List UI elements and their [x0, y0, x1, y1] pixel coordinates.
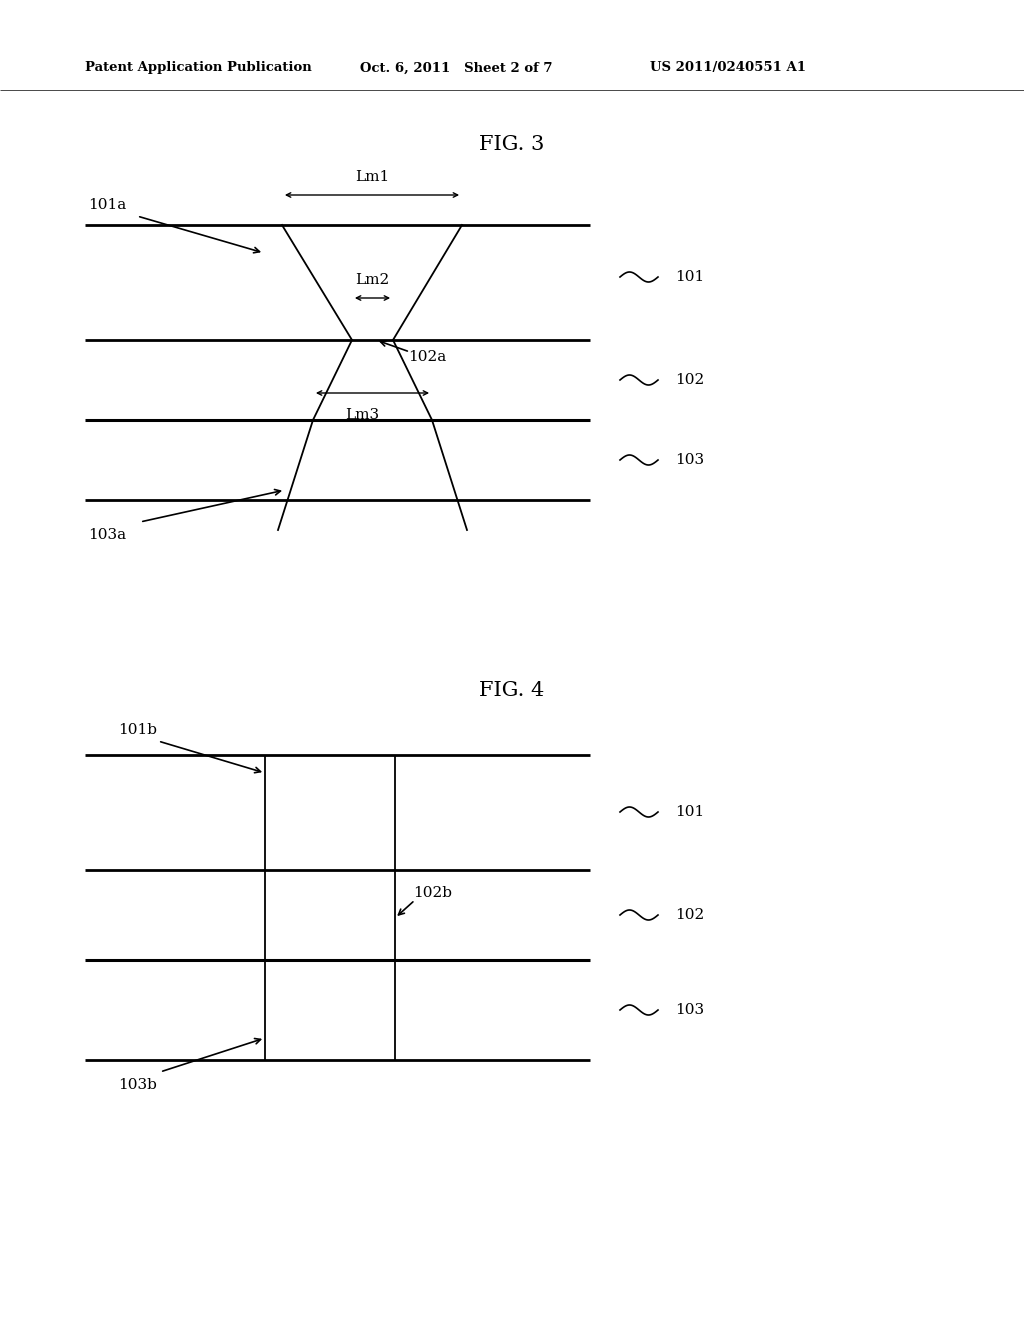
- Text: Lm2: Lm2: [355, 273, 389, 286]
- Text: Oct. 6, 2011   Sheet 2 of 7: Oct. 6, 2011 Sheet 2 of 7: [360, 62, 553, 74]
- Text: Patent Application Publication: Patent Application Publication: [85, 62, 311, 74]
- Text: US 2011/0240551 A1: US 2011/0240551 A1: [650, 62, 806, 74]
- Text: 101b: 101b: [118, 723, 157, 737]
- Text: 101: 101: [675, 271, 705, 284]
- Text: 102: 102: [675, 908, 705, 921]
- Text: 102b: 102b: [413, 886, 452, 900]
- Text: FIG. 4: FIG. 4: [479, 681, 545, 700]
- Text: 101a: 101a: [88, 198, 126, 213]
- Text: 102a: 102a: [408, 350, 446, 364]
- Text: Lm3: Lm3: [345, 408, 379, 422]
- Text: Lm1: Lm1: [355, 170, 389, 183]
- Text: FIG. 3: FIG. 3: [479, 136, 545, 154]
- Text: 103b: 103b: [118, 1078, 157, 1092]
- Text: 101: 101: [675, 805, 705, 818]
- Text: 103: 103: [675, 1003, 705, 1016]
- Text: 103: 103: [675, 453, 705, 467]
- Text: 102: 102: [675, 374, 705, 387]
- Text: 103a: 103a: [88, 528, 126, 543]
